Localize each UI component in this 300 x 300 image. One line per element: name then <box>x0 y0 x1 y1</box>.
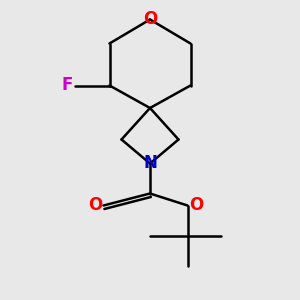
Text: F: F <box>62 76 73 94</box>
Text: O: O <box>143 11 157 28</box>
Text: O: O <box>88 196 102 214</box>
Text: N: N <box>143 154 157 172</box>
Text: O: O <box>189 196 203 214</box>
